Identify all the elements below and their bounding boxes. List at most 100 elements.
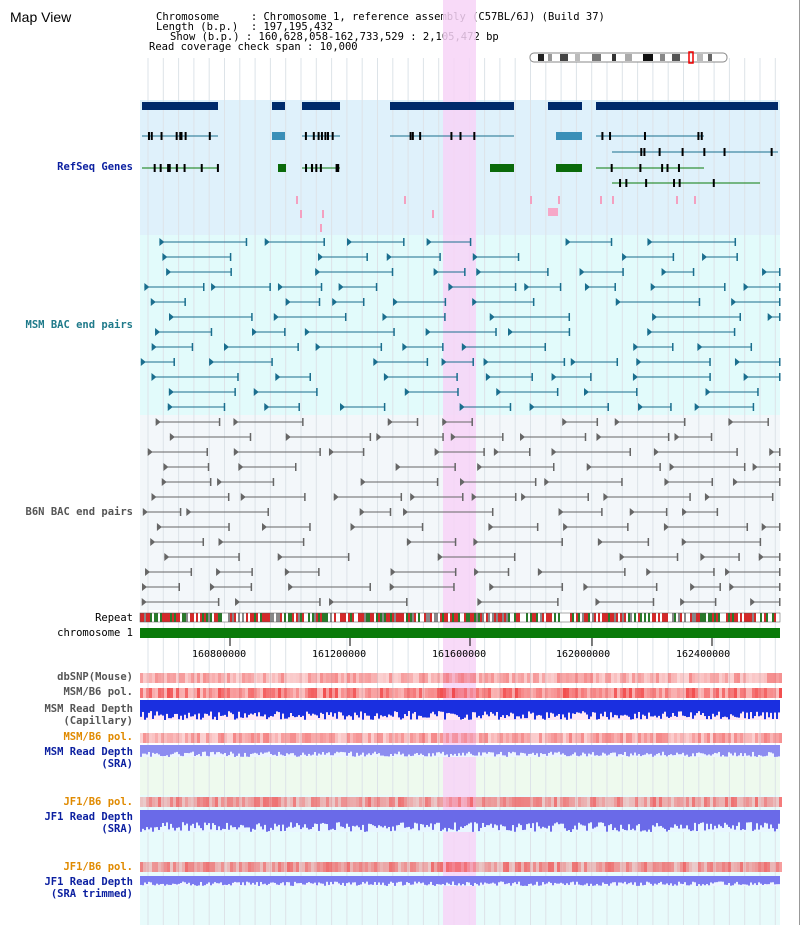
depth-bar [188, 876, 190, 883]
heat-cell [701, 797, 704, 807]
depth-bar [218, 700, 220, 713]
heat-cell [452, 733, 455, 743]
depth-bar [348, 876, 350, 883]
msm-bac-end [509, 403, 512, 411]
heat-cell [374, 688, 377, 698]
heat-cell [713, 688, 716, 698]
depth-bar [656, 810, 658, 824]
repeat-mark [310, 613, 312, 622]
heat-cell [359, 688, 362, 698]
heat-cell [476, 797, 479, 807]
depth-bar [654, 876, 656, 884]
track-label-b6n-bac[interactable]: B6N BAC end pairs [25, 506, 133, 518]
heat-cell [533, 797, 536, 807]
heat-cell [284, 797, 287, 807]
depth-bar [308, 876, 310, 883]
depth-bar [204, 745, 206, 752]
heat-cell [221, 797, 224, 807]
depth-bar [640, 876, 642, 883]
heat-cell [446, 673, 449, 683]
heat-cell [158, 733, 161, 743]
heat-cell [365, 673, 368, 683]
b6n-bac-end [277, 553, 283, 561]
repeat-mark [454, 613, 456, 622]
b6n-bac-end [629, 508, 635, 516]
track-label-msm-bac[interactable]: MSM BAC end pairs [25, 319, 133, 331]
heat-cell [437, 733, 440, 743]
depth-bar [566, 876, 568, 884]
heat-cell [536, 733, 539, 743]
heat-cell [251, 733, 254, 743]
heat-cell [608, 862, 611, 872]
depth-bar [484, 745, 486, 753]
repeat-mark [278, 613, 280, 622]
axis-tick-label: 160800000 [192, 649, 247, 660]
depth-bar [306, 876, 308, 883]
msm-bac-end [709, 373, 711, 381]
heat-cell [518, 797, 521, 807]
depth-bar [434, 810, 436, 825]
depth-bar [284, 745, 286, 756]
msm-bac-end [514, 283, 517, 291]
repeat-mark [460, 613, 462, 622]
msm-bac-end [638, 403, 644, 411]
heat-cell [230, 733, 233, 743]
heat-cell [401, 797, 404, 807]
heat-cell [167, 688, 170, 698]
depth-bar [638, 745, 640, 755]
heat-cell [362, 862, 365, 872]
depth-bar [728, 810, 730, 828]
depth-bar [370, 745, 372, 756]
msm-bac-end [698, 298, 701, 306]
heat-cell [425, 797, 428, 807]
heat-cell [503, 862, 506, 872]
repeat-mark [204, 613, 206, 622]
depth-bar [732, 700, 734, 716]
depth-bar [680, 745, 682, 755]
b6n-bac-end [761, 523, 767, 531]
depth-bar [524, 700, 526, 719]
b6n-bac-end [752, 463, 758, 471]
heat-cell [197, 797, 200, 807]
depth-bar [624, 745, 626, 752]
b6n-bac-end [141, 598, 147, 606]
msm-bac-end [229, 253, 232, 261]
track-label-refseq[interactable]: RefSeq Genes [57, 161, 133, 173]
repeat-mark [252, 613, 254, 622]
depth-bar [404, 700, 406, 715]
heat-cell [671, 673, 674, 683]
depth-bar [154, 700, 156, 716]
depth-bar [604, 745, 606, 754]
msm-bac-end [315, 268, 321, 276]
repeat-mark [336, 613, 338, 622]
depth-bar [540, 810, 542, 829]
heat-cell [389, 733, 392, 743]
heat-cell [494, 797, 497, 807]
b6n-bac-end [238, 463, 244, 471]
depth-bar [248, 876, 250, 883]
depth-bar [602, 810, 604, 823]
heat-cell [638, 797, 641, 807]
b6n-bac-end [249, 433, 252, 441]
msm-bac-end [284, 328, 286, 336]
depth-bar [770, 700, 772, 713]
depth-bar [716, 700, 718, 716]
repeat-mark [582, 613, 584, 622]
depth-bar [256, 745, 258, 754]
depth-bar [670, 745, 672, 755]
depth-bar [710, 745, 712, 756]
refseq-gene-block [490, 164, 514, 172]
heat-cell [263, 862, 266, 872]
b6n-bac-end [473, 538, 479, 546]
depth-bar [752, 810, 754, 831]
depth-bar [652, 876, 654, 886]
heat-cell [395, 733, 398, 743]
depth-bar [714, 700, 716, 717]
b6n-bac-end [584, 433, 587, 441]
depth-bar [734, 810, 736, 830]
depth-bar [678, 745, 680, 755]
depth-bar [490, 745, 492, 753]
heat-cell [170, 797, 173, 807]
heat-cell [353, 673, 356, 683]
